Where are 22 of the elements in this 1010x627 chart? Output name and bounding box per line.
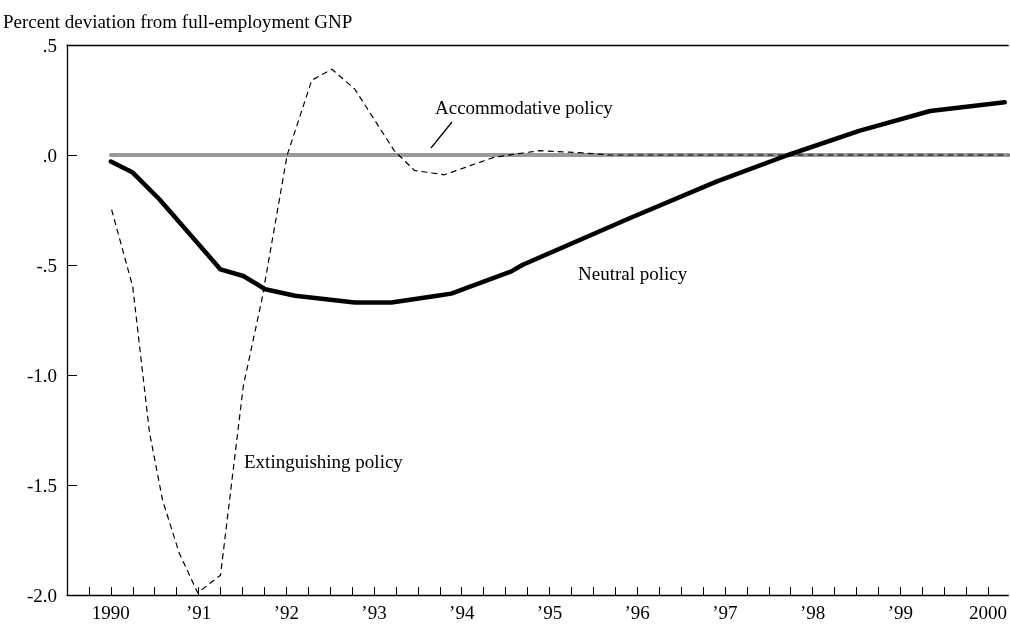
y-tick-label: .5 — [42, 34, 57, 56]
x-tick-label: ’92 — [273, 602, 299, 623]
y-tick-label: -1.5 — [26, 474, 57, 496]
y-tick-label: -1.0 — [26, 364, 57, 386]
y-axis-title: Percent deviation from full-employment GNP — [3, 11, 353, 32]
y-tick-label: -2.0 — [26, 584, 57, 606]
series-label: Neutral policy — [578, 263, 688, 284]
x-tick-label: ’93 — [361, 602, 387, 623]
series-label: Accommodative policy — [435, 97, 614, 118]
x-tick-label: ’98 — [799, 602, 826, 623]
x-tick-label: ’96 — [624, 602, 650, 623]
series-label: Extinguishing policy — [244, 451, 404, 472]
x-tick-label: 2000 — [969, 602, 1008, 623]
y-tick-label: .0 — [42, 144, 57, 166]
line-series — [111, 68, 1009, 594]
y-tick-label: -.5 — [36, 254, 57, 276]
x-tick-label: ’97 — [712, 602, 738, 623]
x-tick-label: ’94 — [449, 602, 475, 623]
x-tick-label: 1990 — [91, 602, 130, 623]
x-tick-label: ’91 — [185, 602, 212, 623]
x-tick-label: ’99 — [887, 602, 914, 623]
x-tick-label: ’95 — [536, 602, 563, 623]
